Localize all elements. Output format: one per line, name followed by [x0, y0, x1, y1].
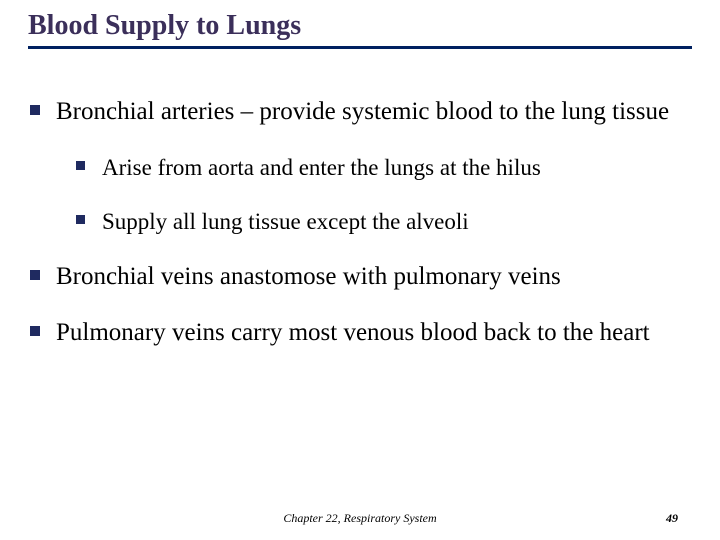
bullet-text: Bronchial arteries – provide systemic bl…: [56, 98, 669, 125]
list-item: Bronchial veins anastomose with pulmonar…: [28, 262, 692, 293]
list-item: Pulmonary veins carry most venous blood …: [28, 318, 692, 349]
bullet-text: Arise from aorta and enter the lungs at …: [102, 155, 541, 180]
footer-text: Chapter 22, Respiratory System: [0, 511, 720, 526]
bullet-list: Bronchial arteries – provide systemic bl…: [28, 97, 692, 349]
page-number: 49: [666, 511, 678, 526]
title-underline: [28, 46, 692, 49]
list-item: Arise from aorta and enter the lungs at …: [74, 154, 692, 182]
list-item: Supply all lung tissue except the alveol…: [74, 208, 692, 236]
list-item: Bronchial arteries – provide systemic bl…: [28, 97, 692, 236]
page-title: Blood Supply to Lungs: [28, 10, 692, 46]
slide: Blood Supply to Lungs Bronchial arteries…: [0, 0, 720, 540]
sub-bullet-list: Arise from aorta and enter the lungs at …: [56, 154, 692, 236]
bullet-text: Pulmonary veins carry most venous blood …: [56, 319, 650, 346]
bullet-text: Supply all lung tissue except the alveol…: [102, 209, 469, 234]
bullet-text: Bronchial veins anastomose with pulmonar…: [56, 263, 561, 290]
